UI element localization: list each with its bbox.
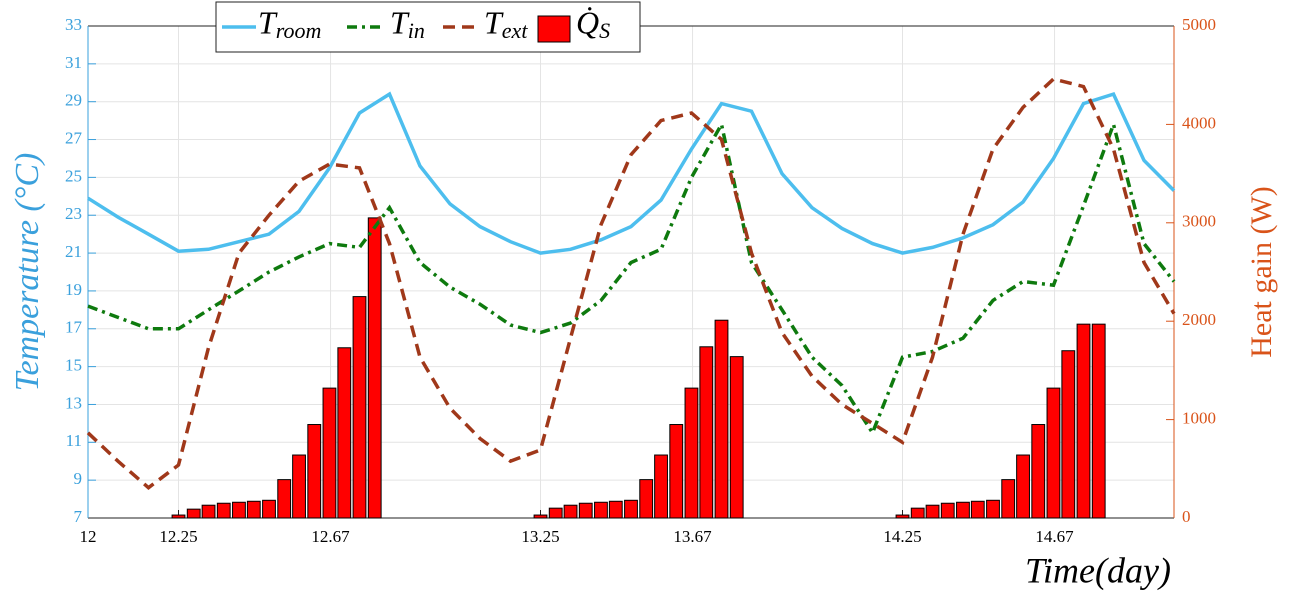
y-tick-label: 13 <box>65 393 82 412</box>
y-tick-label: 29 <box>65 91 82 110</box>
x-tick-label: 12 <box>80 527 97 546</box>
bar <box>940 502 955 519</box>
line <box>87 91 1176 255</box>
bar <box>1046 387 1061 519</box>
bar <box>895 514 910 519</box>
y-tick-label: 33 <box>65 15 82 34</box>
y-tick-label: 25 <box>65 166 82 185</box>
bar <box>1001 479 1016 519</box>
bar <box>669 424 684 519</box>
y-tick-label: 7 <box>74 507 83 526</box>
bar <box>970 500 985 519</box>
bar <box>639 479 654 519</box>
bar <box>729 356 744 519</box>
y2-tick-label: 0 <box>1182 507 1191 526</box>
bar <box>337 347 352 519</box>
bar <box>277 479 292 519</box>
bar <box>925 504 940 519</box>
line <box>87 118 1176 437</box>
y-tick-label: 23 <box>65 204 82 223</box>
bar <box>367 217 382 519</box>
bar <box>699 346 714 519</box>
x-axis-label: Time(day) <box>1025 550 1171 590</box>
y2-tick-label: 5000 <box>1182 15 1216 34</box>
bar <box>292 454 306 519</box>
y-tick-label: 17 <box>65 318 83 337</box>
x-tick-label: 12.67 <box>311 527 350 546</box>
bar <box>322 387 337 519</box>
line <box>86 77 1176 490</box>
y-tick-label: 11 <box>66 431 82 450</box>
y2-tick-label: 4000 <box>1182 113 1216 132</box>
bar <box>684 387 699 519</box>
y2-tick-label: 3000 <box>1182 212 1216 231</box>
bar <box>594 501 608 519</box>
x-tick-label: 14.67 <box>1035 527 1074 546</box>
bar <box>986 499 1000 519</box>
bar <box>654 454 668 519</box>
bar <box>352 296 367 519</box>
legend-swatch <box>537 15 571 43</box>
bar <box>1061 350 1076 519</box>
bar <box>1091 323 1106 519</box>
bar <box>1016 454 1030 519</box>
y-tick-label: 9 <box>74 469 83 488</box>
y2-tick-label: 2000 <box>1182 310 1216 329</box>
bar <box>956 501 970 519</box>
bar <box>232 501 246 519</box>
bar <box>533 514 548 519</box>
y2-tick-label: 1000 <box>1182 409 1216 428</box>
bar <box>186 508 201 519</box>
y-axis-label: Temperature (°C) <box>9 153 46 392</box>
y-tick-label: 19 <box>65 280 82 299</box>
bar <box>246 500 261 519</box>
bar <box>563 504 578 519</box>
bar <box>1031 424 1046 519</box>
bar <box>216 502 231 519</box>
x-tick-label: 13.25 <box>521 527 559 546</box>
bar <box>714 319 729 519</box>
bar <box>608 500 623 519</box>
bar <box>578 502 593 519</box>
bar <box>624 499 638 519</box>
x-tick-label: 13.67 <box>673 527 712 546</box>
y-tick-label: 31 <box>65 53 82 72</box>
y-tick-label: 27 <box>65 128 83 147</box>
bar <box>262 499 276 519</box>
bar <box>1076 323 1091 519</box>
y2-axis-label: Heat gain (W) <box>1245 186 1278 358</box>
y-tick-label: 15 <box>65 356 82 375</box>
x-tick-label: 14.25 <box>883 527 921 546</box>
bar <box>307 424 322 519</box>
bar <box>171 514 186 519</box>
bar <box>548 507 563 519</box>
y-tick-label: 21 <box>65 242 82 261</box>
bar <box>201 504 216 519</box>
x-tick-label: 12.25 <box>159 527 197 546</box>
bar <box>910 507 925 519</box>
